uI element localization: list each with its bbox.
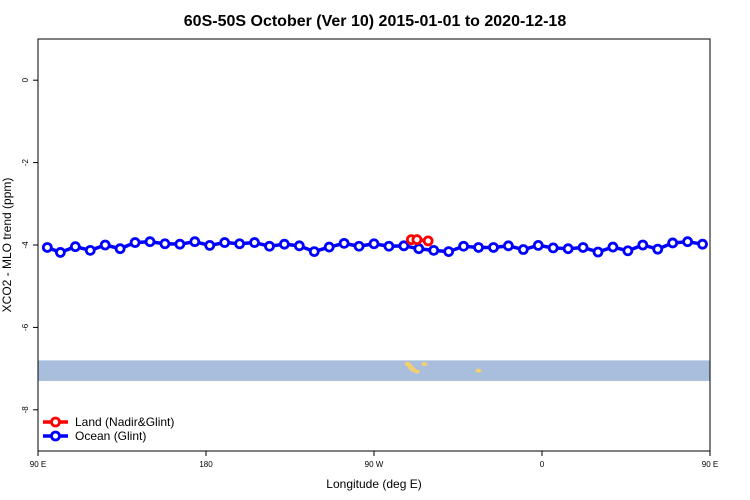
y-tick-label: -4 [21,241,30,249]
data-point [99,239,111,251]
data-point [667,237,679,249]
series-land [405,234,434,247]
x-tick-label: 0 [540,460,545,469]
legend-swatch-marker [50,416,61,428]
map-land-patch [475,368,482,373]
chart-title: 60S-50S October (Ver 10) 2015-01-01 to 2… [184,13,567,30]
map-land-patch [421,362,428,367]
data-point [234,238,246,250]
data-point [697,238,708,250]
data-point [532,240,544,251]
y-tick-label: -2 [21,158,30,166]
legend-swatch-marker [50,430,61,442]
data-point [502,240,514,252]
data-point [249,237,260,248]
series-ocean [41,236,708,258]
data-point [69,241,81,253]
map-ocean-band [38,360,710,381]
data-point [443,246,455,257]
data-point [637,239,649,251]
x-axis: 90 E 180 90 W 0 90 E [30,451,718,469]
x-axis-label: Longitude (deg E) [326,477,421,491]
data-point [55,247,66,258]
x-tick-label: 90 W [365,460,384,469]
data-point [368,238,380,250]
data-point [562,243,574,255]
data-point [323,241,335,253]
y-tick-label: 0 [21,77,30,82]
data-point [129,237,141,248]
data-point [458,240,470,252]
data-point [204,240,216,251]
data-point [219,237,231,248]
data-point [422,235,434,247]
y-tick-label: -6 [21,323,30,331]
x-tick-label: 90 E [30,460,46,469]
data-point [189,236,201,248]
data-point [41,242,53,253]
legend-label: Land (Nadir&Glint) [75,415,174,429]
map-land-patch [413,369,420,374]
data-point [517,244,529,255]
data-point [114,243,126,255]
data-point [353,240,365,252]
data-point [174,238,186,250]
y-axis-label: XCO2 - MLO trend (ppm) [0,178,14,313]
data-point [278,238,290,250]
legend: Land (Nadir&Glint)Ocean (Glint) [43,415,174,443]
data-point [144,236,156,248]
data-point [652,243,664,255]
data-point [84,244,96,256]
data-point [293,240,305,252]
data-point [682,236,693,248]
data-point [592,246,604,258]
data-point [488,242,499,253]
data-point [338,237,350,249]
data-point [428,244,440,256]
y-axis: 0 -2 -4 -6 -8 [21,77,38,413]
data-point [577,242,589,253]
data-point [622,245,634,257]
legend-label: Ocean (Glint) [75,429,146,443]
data-point [398,240,410,252]
data-point [383,240,395,252]
data-point [159,238,171,250]
map-strip [38,360,710,381]
x-tick-label: 180 [199,460,213,469]
data-point [607,241,619,253]
y-tick-label: -8 [21,406,30,414]
data-point [411,234,423,246]
data-point [473,242,484,253]
data-point [413,243,425,255]
x-tick-label: 90 E [702,460,718,469]
data-point [264,240,275,252]
data-point [547,242,559,254]
data-point [308,246,320,257]
